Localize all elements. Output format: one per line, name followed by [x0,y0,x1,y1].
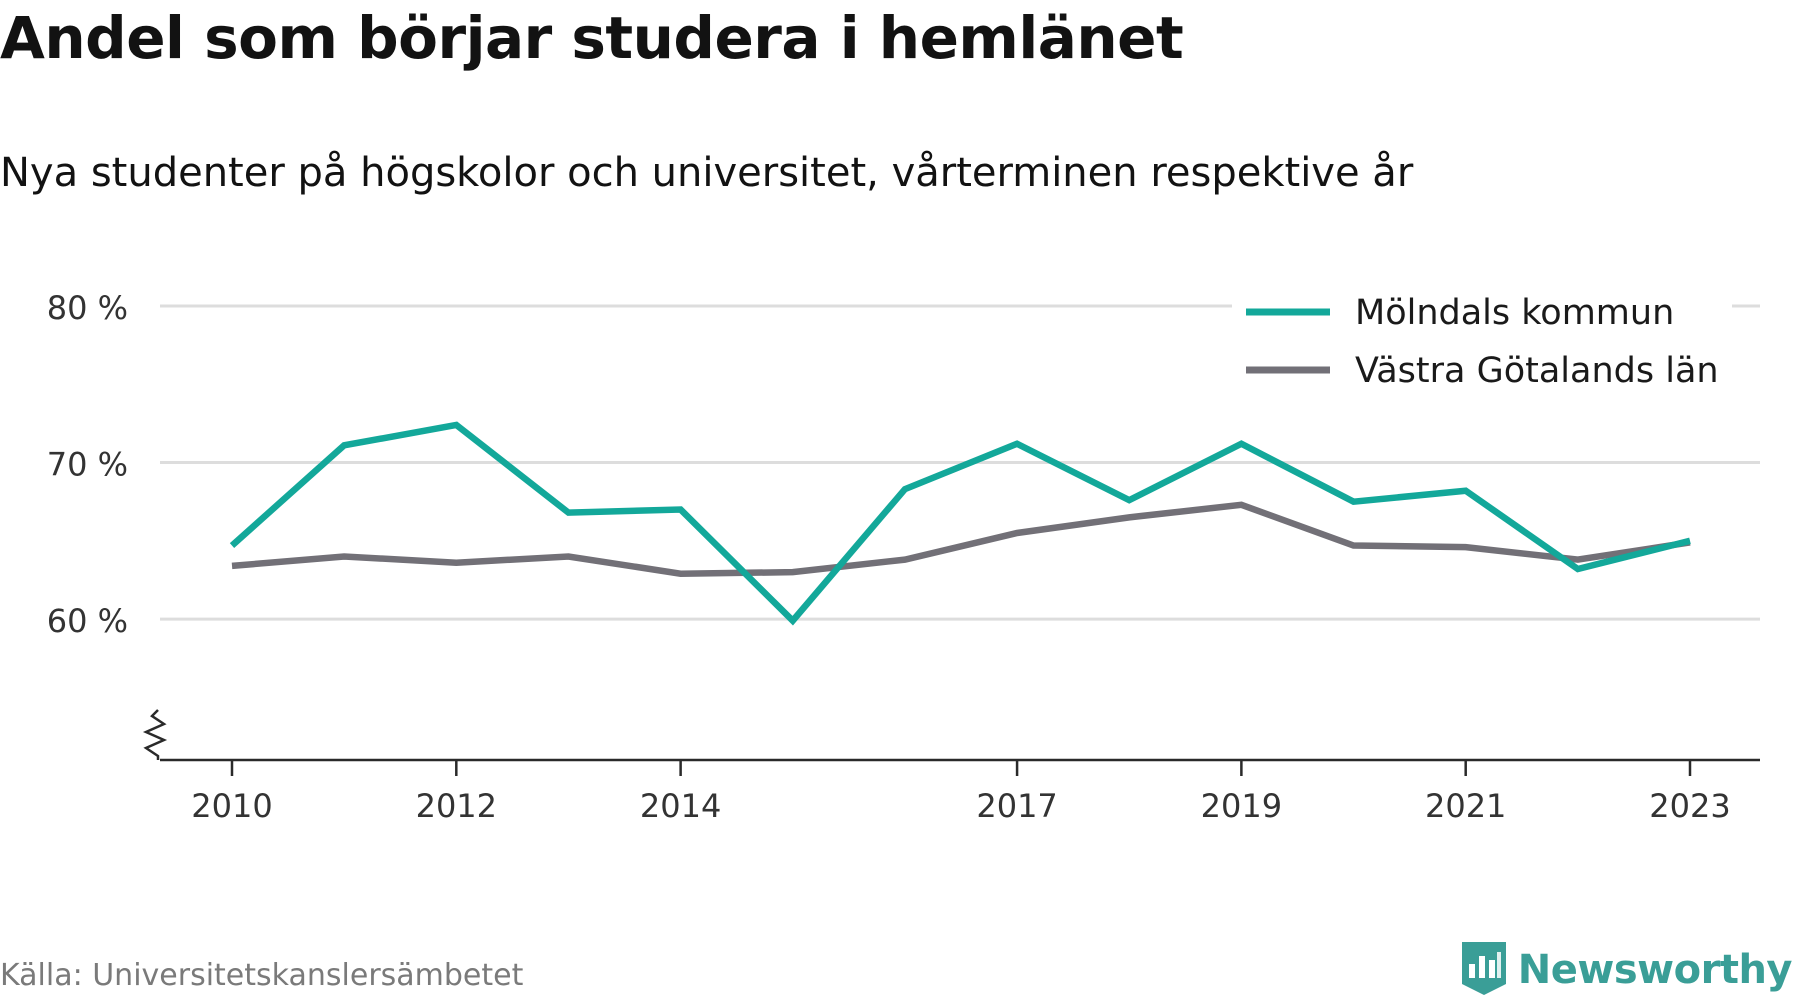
axis-break-icon [142,709,168,760]
series-lines [229,421,1691,626]
x-tick-label: 2019 [1201,787,1282,825]
series-line [231,501,1691,577]
x-tick-label: 2017 [976,787,1057,825]
legend: Mölndals kommun Västra Götalands län [1232,288,1732,408]
brand: Newsworthy [1460,940,1793,1000]
x-tick-label: 2023 [1649,787,1730,825]
chart-subtitle: Nya studenter på högskolor och universit… [0,150,1414,196]
legend-label: Västra Götalands län [1355,351,1719,391]
x-tick-label: 2021 [1425,787,1506,825]
x-tick-label: 2014 [640,787,721,825]
legend-label: Mölndals kommun [1355,293,1674,333]
legend-background [1232,288,1732,408]
axes: 60 % 70 % 80 % 2010 2012 2014 2017 2019 2021 2023 [47,289,1760,825]
y-tick-label: 60 % [47,602,128,640]
y-tick-label: 80 % [47,289,128,327]
series-line [229,421,1691,626]
newsworthy-logo-icon [1460,940,1508,1000]
x-tick-label: 2010 [191,787,272,825]
y-tick-label: 70 % [47,446,128,484]
x-tick-label: 2012 [416,787,497,825]
source-note: Källa: Universitetskanslersämbetet [0,958,524,993]
chart-title: Andel som börjar studera i hemlänet [0,4,1184,72]
brand-name: Newsworthy [1517,947,1793,993]
